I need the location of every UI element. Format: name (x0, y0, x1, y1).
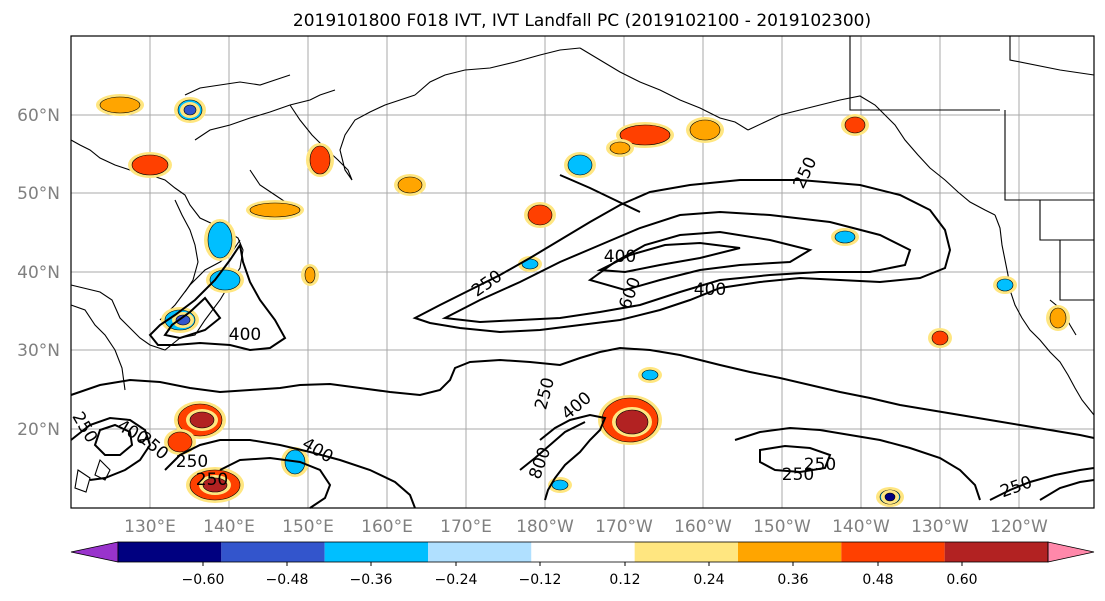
ivt-landfall-shading (96, 94, 1070, 507)
contour-label: 250 (196, 470, 228, 490)
colorbar-segment (324, 542, 428, 562)
colorbar-segment (428, 542, 532, 562)
colorbar-segment (221, 542, 325, 562)
latitude-tick-label: 20°N (17, 420, 60, 440)
contour-label: 400 (229, 325, 261, 345)
longitude-tick-label: 180°W (516, 517, 574, 537)
longitude-tick-label: 150°W (753, 517, 811, 537)
latitude-labels: 20°N 30°N 40°N 50°N 60°N (17, 106, 60, 440)
contour-label: 400 (604, 247, 636, 267)
longitude-tick-label: 120°W (990, 517, 1048, 537)
colorbar-segment (118, 542, 222, 562)
longitude-tick-label: 160°E (361, 517, 413, 537)
contour-label: 250 (176, 452, 208, 472)
colorbar-tick-label: 0.24 (693, 572, 724, 588)
colorbar-tick-label: −0.36 (350, 572, 393, 588)
longitude-labels: 130°E 140°E 150°E 160°E 170°E 180°W 170°W 160°W… (124, 517, 1048, 537)
longitude-tick-label: 140°W (832, 517, 890, 537)
latitude-tick-label: 30°N (17, 341, 60, 361)
latitude-tick-label: 60°N (17, 106, 60, 126)
colorbar-tick-label: 0.36 (777, 572, 808, 588)
latitude-tick-label: 50°N (17, 184, 60, 204)
colorbar-tick-label: 0.12 (609, 572, 640, 588)
colorbar-segment (944, 542, 1048, 562)
colorbar-tick-label: −0.48 (266, 572, 309, 588)
contour-label: 250 (782, 465, 814, 485)
colorbar-tick-label: −0.12 (519, 572, 562, 588)
contour-label: 400 (694, 280, 726, 300)
colorbar-tick-label: 0.48 (862, 572, 893, 588)
colorbar-tick-label: −0.60 (182, 572, 225, 588)
ivt-contours (70, 174, 1095, 509)
latitude-tick-label: 40°N (17, 263, 60, 283)
longitude-tick-label: 170°W (595, 517, 653, 537)
colorbar-segment (841, 542, 945, 562)
longitude-tick-label: 130°W (911, 517, 969, 537)
longitude-tick-label: 150°E (282, 517, 334, 537)
colorbar-extend-min (70, 541, 119, 563)
colorbar: −0.60 −0.48 −0.36 −0.24 −0.12 0.12 0.24 0.36 0.4… (70, 541, 1095, 588)
longitude-tick-label: 130°E (124, 517, 176, 537)
colorbar-segment (634, 542, 738, 562)
figure-title: 2019101800 F018 IVT, IVT Landfall PC (20… (293, 11, 871, 31)
colorbar-tick-label: −0.24 (435, 572, 478, 588)
longitude-tick-label: 140°E (203, 517, 255, 537)
colorbar-segment (531, 542, 635, 562)
colorbar-extend-max (1047, 541, 1095, 563)
longitude-tick-label: 170°E (440, 517, 492, 537)
colorbar-segment (738, 542, 842, 562)
longitude-tick-label: 160°W (674, 517, 732, 537)
contour-label: 250 (804, 455, 836, 475)
colorbar-tick-label: 0.60 (946, 572, 977, 588)
